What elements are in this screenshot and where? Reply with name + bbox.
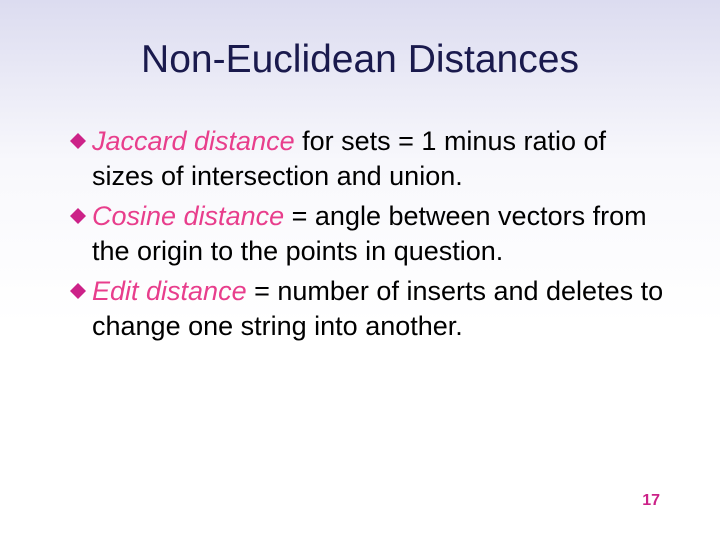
sep <box>295 126 303 156</box>
bullet-list: Jaccard distance for sets = 1 minus rati… <box>50 124 670 343</box>
sep <box>247 276 255 306</box>
slide-title: Non-Euclidean Distances <box>50 38 670 82</box>
sep <box>284 201 292 231</box>
slide: Non-Euclidean Distances Jaccard distance… <box>0 0 720 540</box>
diamond-icon <box>70 133 86 149</box>
bullet-item: Cosine distance = angle between vectors … <box>70 199 670 268</box>
term: Jaccard distance <box>92 126 295 156</box>
term: Edit distance <box>92 276 247 306</box>
bullet-text: Cosine distance = angle between vectors … <box>92 199 670 268</box>
term: Cosine distance <box>92 201 284 231</box>
diamond-icon <box>70 283 86 299</box>
bullet-item: Edit distance = number of inserts and de… <box>70 274 670 343</box>
bullet-item: Jaccard distance for sets = 1 minus rati… <box>70 124 670 193</box>
bullet-text: Jaccard distance for sets = 1 minus rati… <box>92 124 670 193</box>
bullet-text: Edit distance = number of inserts and de… <box>92 274 670 343</box>
diamond-icon <box>70 208 86 224</box>
page-number: 17 <box>642 492 660 510</box>
